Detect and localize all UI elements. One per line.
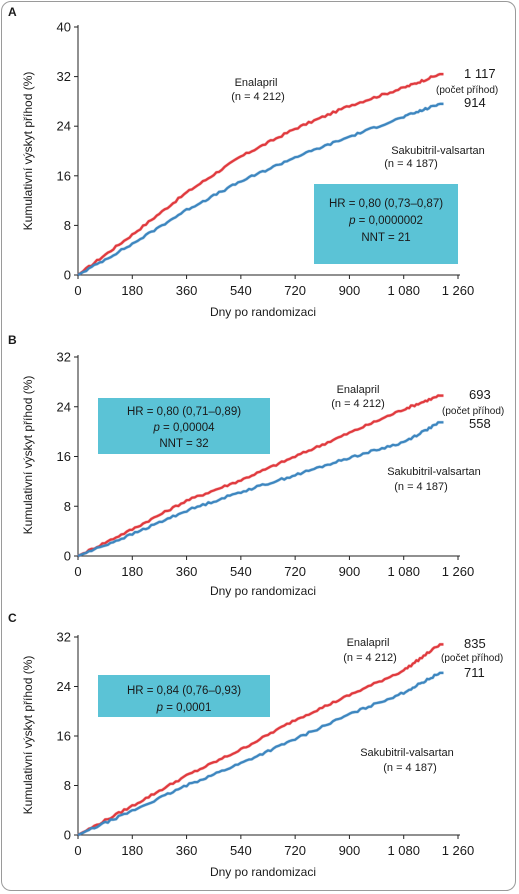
y-tick-label: 32 [57, 69, 71, 84]
stats-p: p = 0,0000002 [348, 215, 423, 227]
stats-box [98, 398, 270, 454]
x-tick-label: 360 [176, 843, 198, 858]
series-line-sakubitril-valsartan [77, 671, 444, 837]
x-tick-label: 720 [284, 564, 306, 579]
x-tick-label: 0 [74, 843, 81, 858]
series-line-enalapril [77, 643, 444, 836]
y-tick-label: 8 [64, 218, 71, 233]
events-count-sakubitril-valsartan: 558 [469, 416, 491, 431]
y-tick-label: 16 [57, 449, 71, 464]
events-count-enalapril: 835 [464, 636, 486, 651]
stats-p: p = 0,0001 [156, 702, 212, 714]
x-tick-label: 900 [339, 564, 361, 579]
x-axis-label: Dny po randomizaci [210, 305, 316, 319]
series-line-enalapril [77, 73, 444, 276]
y-tick-label: 24 [57, 679, 71, 694]
y-tick-label: 16 [57, 729, 71, 744]
y-tick-label: 0 [64, 268, 71, 283]
events-count-enalapril: 1 117 [464, 66, 496, 81]
x-tick-label: 1 080 [387, 843, 420, 858]
y-tick-label: 0 [64, 828, 71, 843]
y-tick-label: 32 [57, 630, 71, 645]
series-n-enalapril: (n = 4 212) [343, 652, 397, 664]
events-count-label: (počet příhod) [441, 653, 503, 664]
y-tick-label: 40 [57, 20, 71, 35]
series-label-sakubitril-valsartan: Sakubitril-valsartan [387, 466, 481, 478]
series-n-sakubitril-valsartan: (n = 4 187) [383, 762, 437, 774]
panel-letter: A [8, 5, 17, 19]
x-tick-label: 540 [230, 283, 252, 298]
y-axis-label: Kumulativní výskyt příhod (%) [21, 72, 35, 231]
events-count-sakubitril-valsartan: 711 [464, 665, 485, 680]
panel-letter: B [8, 333, 17, 347]
y-tick-label: 16 [57, 168, 71, 183]
series-label-sakubitril-valsartan: Sakubitril-valsartan [360, 747, 454, 759]
series-line-sakubitril-valsartan [77, 421, 444, 558]
x-axis-label: Dny po randomizaci [210, 584, 316, 598]
x-tick-label: 180 [121, 283, 143, 298]
x-tick-label: 180 [121, 843, 143, 858]
series-label-sakubitril-valsartan: Sakubitril-valsartan [391, 145, 485, 157]
x-tick-label: 1 080 [387, 283, 420, 298]
x-tick-label: 540 [230, 843, 252, 858]
panel-letter: C [8, 611, 17, 625]
stats-box [314, 184, 458, 264]
series-n-enalapril: (n = 4 212) [231, 91, 285, 103]
events-count-label: (počet příhod) [436, 85, 498, 96]
stats-box [98, 675, 270, 717]
events-count-sakubitril-valsartan: 914 [464, 95, 486, 110]
x-tick-label: 900 [339, 283, 361, 298]
stats-nnt: NNT = 21 [361, 232, 410, 244]
x-tick-label: 1 260 [442, 843, 475, 858]
series-label-enalapril: Enalapril [235, 77, 278, 89]
stats-hr: HR = 0,84 (0,76–0,93) [127, 685, 241, 697]
y-tick-label: 32 [57, 350, 71, 365]
x-tick-label: 360 [176, 564, 198, 579]
y-axis-label: Kumulativní výskyt příhod (%) [21, 376, 35, 535]
x-tick-label: 1 080 [387, 564, 420, 579]
y-tick-label: 8 [64, 778, 71, 793]
series-n-enalapril: (n = 4 212) [331, 398, 385, 410]
x-tick-label: 0 [74, 283, 81, 298]
events-count-label: (počet příhod) [442, 406, 504, 417]
x-tick-label: 720 [284, 283, 306, 298]
series-n-sakubitril-valsartan: (n = 4 187) [384, 158, 438, 170]
x-tick-label: 540 [230, 564, 252, 579]
stats-nnt: NNT = 32 [159, 438, 208, 450]
x-tick-label: 0 [74, 564, 81, 579]
x-tick-label: 720 [284, 843, 306, 858]
series-label-enalapril: Enalapril [347, 637, 390, 649]
y-axis-label: Kumulativní výskyt příhod (%) [21, 656, 35, 815]
panel-b: B 0 8 16 24 32 0 180 360 540 720 900 1 080 1 260 Dny p… [8, 333, 504, 598]
panel-c: C 0 8 16 24 32 0 180 360 540 720 900 1 080 1 260 Dny p… [8, 611, 503, 879]
stats-hr: HR = 0,80 (0,73–0,87) [329, 198, 443, 210]
stats-p: p = 0,00004 [152, 422, 215, 434]
series-line-sakubitril-valsartan [77, 102, 444, 276]
y-tick-label: 0 [64, 549, 71, 564]
y-tick-label: 24 [57, 399, 71, 414]
x-tick-label: 1 260 [442, 564, 475, 579]
x-tick-label: 1 260 [442, 283, 475, 298]
series-n-sakubitril-valsartan: (n = 4 187) [394, 481, 448, 493]
events-count-enalapril: 693 [469, 387, 491, 402]
x-tick-label: 360 [176, 283, 198, 298]
series-line-enalapril [77, 394, 444, 557]
x-tick-label: 900 [339, 843, 361, 858]
stats-hr: HR = 0,80 (0,71–0,89) [127, 406, 241, 418]
y-tick-label: 8 [64, 499, 71, 514]
panel-a: A 0 8 16 24 32 40 0 180 360 540 720 900 1 080 1 260 Dny… [8, 5, 498, 319]
x-axis-label: Dny po randomizaci [210, 865, 316, 879]
series-label-enalapril: Enalapril [337, 384, 380, 396]
x-tick-label: 180 [121, 564, 143, 579]
y-tick-label: 24 [57, 119, 71, 134]
